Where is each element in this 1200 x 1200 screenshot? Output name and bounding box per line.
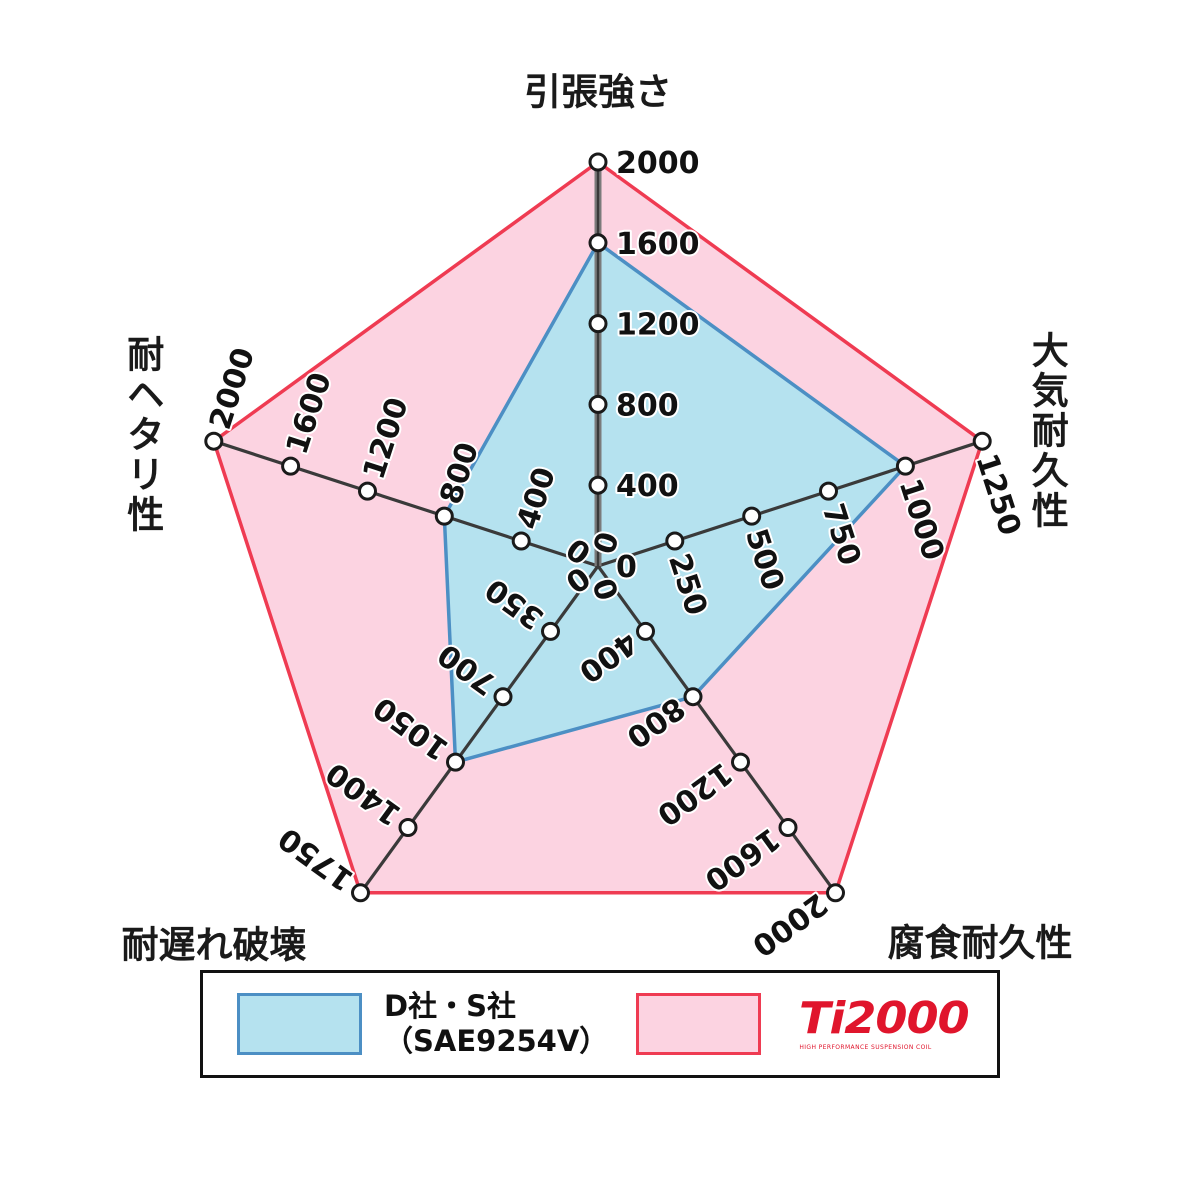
tick-label: 400 [616,469,679,504]
legend-item-ti2000: Ti2000 HIGH PERFORMANCE SUSPENSION COIL [608,973,970,1075]
ti2000-logo: Ti2000 HIGH PERFORMANCE SUSPENSION COIL [799,997,970,1052]
legend-swatch-blue [237,993,362,1055]
svg-text:耐: 耐 [1032,410,1069,453]
tick-label: 1200 [616,308,700,343]
legend-item-competitor: D社・S社 （SAE9254V） [203,973,608,1075]
svg-text:ヘ: ヘ [127,374,164,417]
tick-label: 800 [616,388,679,423]
ti2000-logo-subtext: HIGH PERFORMANCE SUSPENSION COIL [799,1044,932,1051]
ti2000-logo-text: Ti2000 [799,993,970,1044]
svg-text:大: 大 [1032,330,1069,373]
svg-text:性: 性 [1032,490,1069,533]
axis-title-delayed-fracture: 耐遅れ破壊 [122,923,307,966]
legend-swatch-pink [636,993,762,1055]
axis-title-tensile: 引張強さ [524,71,672,114]
tick-label: 2000 [616,146,700,181]
svg-text:耐: 耐 [127,334,164,377]
svg-text:リ: リ [127,454,164,497]
svg-text:久: 久 [1032,450,1069,493]
tick-label: 2000 [745,886,833,963]
svg-text:気: 気 [1032,370,1069,413]
axis-title-corrosion: 腐食耐久性 [887,921,1072,964]
axis-lines-layer [213,162,983,894]
svg-text:性: 性 [127,494,164,537]
tick-label: 0 [616,550,637,585]
svg-text:タ: タ [127,414,164,457]
legend-label-competitor: D社・S社 （SAE9254V） [384,988,609,1058]
legend: D社・S社 （SAE9254V） Ti2000 HIGH PERFORMANCE… [200,970,1000,1078]
tick-marks-layer [204,152,992,903]
tick-label: 1600 [616,227,700,262]
tick-label: 1250 [968,450,1027,540]
